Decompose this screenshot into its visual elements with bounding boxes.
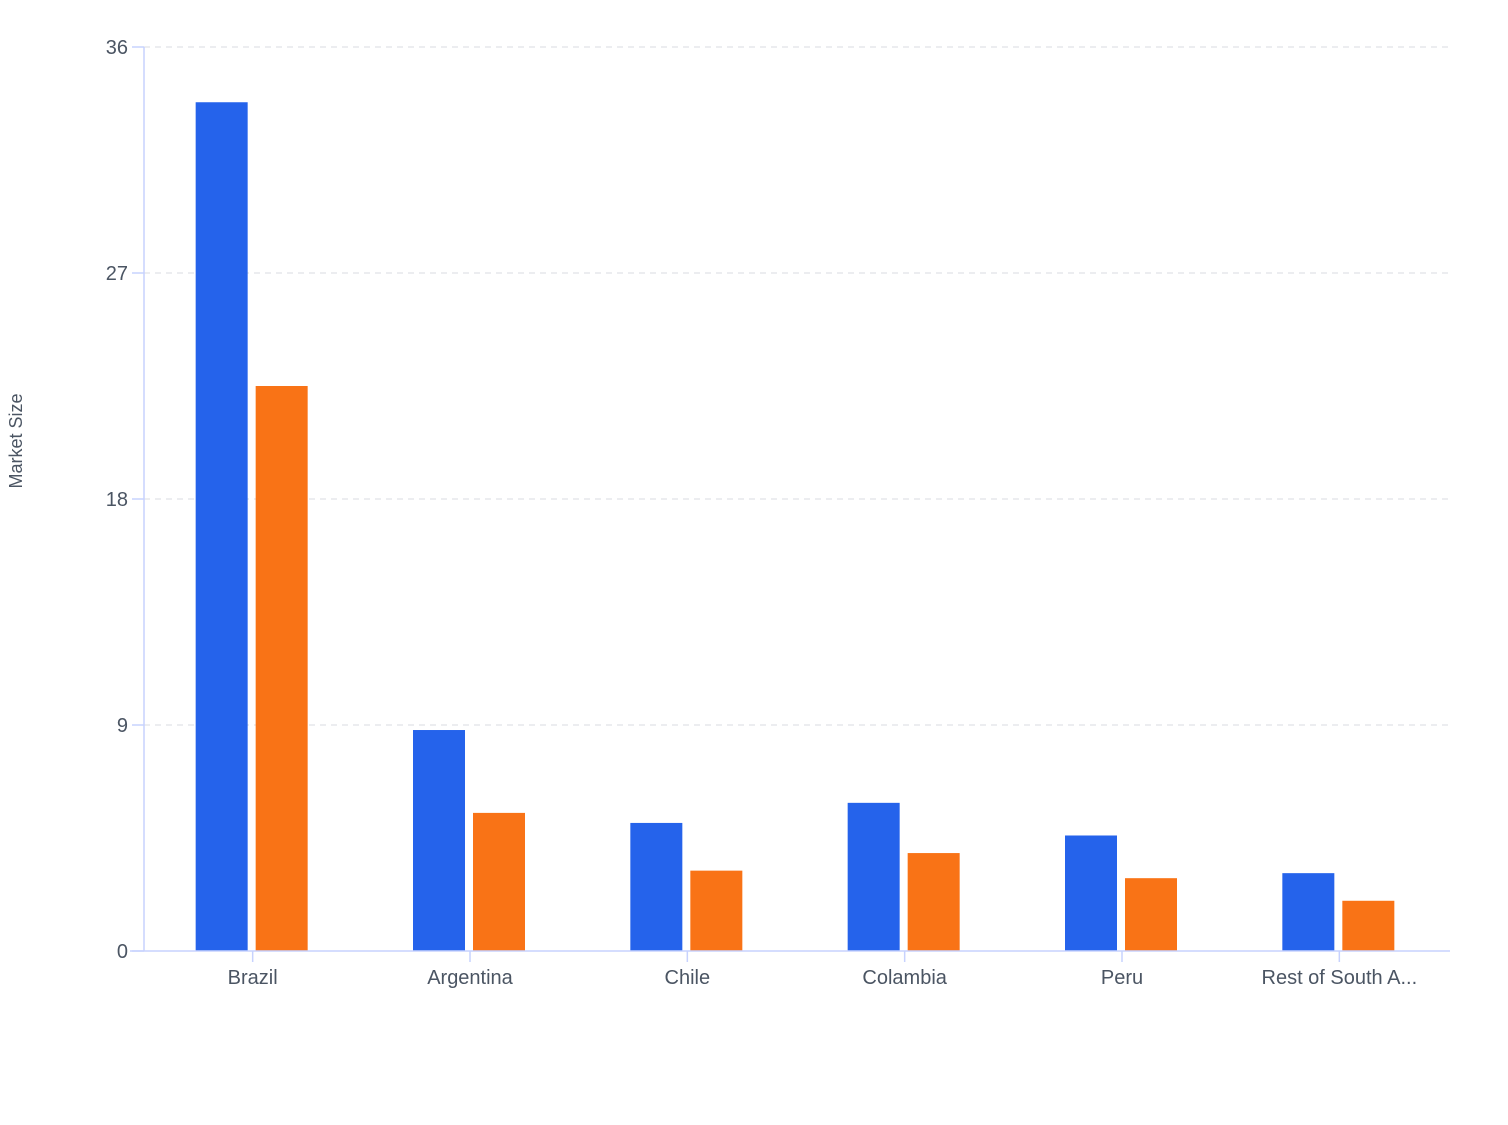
bars <box>195 102 1395 951</box>
x-tick-label: Rest of South A... <box>1262 967 1418 989</box>
axes: 0 9 18 27 36 Brazil Argentina Chile Colambia Peru… <box>106 37 1450 989</box>
x-tick-label: Peru <box>1101 967 1143 989</box>
bar-series-1-rest-of-south-a- <box>1282 873 1335 951</box>
bar-series-2-chile <box>690 870 743 951</box>
x-tick-label: Chile <box>665 967 711 989</box>
bar-series-2-peru <box>1125 878 1177 951</box>
bar-series-1-chile <box>630 822 683 951</box>
x-tick-label: Brazil <box>228 967 278 989</box>
bar-series-1-argentina <box>413 730 465 951</box>
y-tick-label: 18 <box>106 489 128 511</box>
y-axis-label: Market Size <box>6 393 26 488</box>
bar-series-2-argentina <box>473 812 525 951</box>
bar-series-1-brazil <box>195 102 248 951</box>
y-tick-label: 0 <box>117 941 128 963</box>
y-tick-label: 9 <box>117 715 128 737</box>
x-tick-label: Colambia <box>862 967 947 989</box>
bar-series-1-colambia <box>847 802 900 951</box>
bar-series-2-brazil <box>255 386 308 951</box>
bar-series-2-colambia <box>907 853 960 951</box>
y-tick-label: 27 <box>106 263 128 285</box>
x-tick-label: Argentina <box>427 967 513 989</box>
y-tick-label: 36 <box>106 37 128 59</box>
gridlines <box>144 46 1448 726</box>
bar-series-2-rest-of-south-a- <box>1342 900 1395 951</box>
bar-series-1-peru <box>1065 835 1117 951</box>
